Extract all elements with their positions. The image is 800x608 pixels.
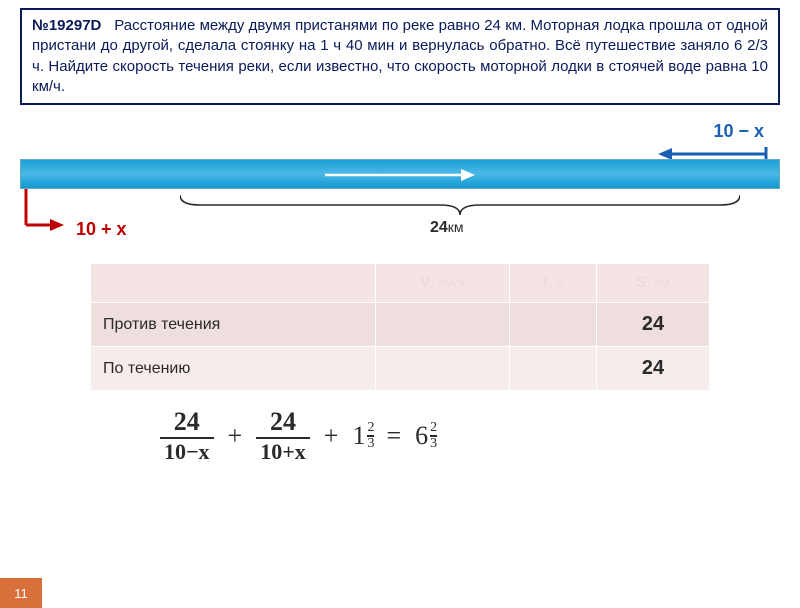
downstream-arrow-icon bbox=[20, 189, 64, 235]
page-number-tab: 11 bbox=[0, 578, 42, 608]
problem-statement: №19297D Расстояние между двумя пристаням… bbox=[20, 8, 780, 105]
mixed-number-1: 1 2 3 bbox=[352, 421, 374, 451]
table-header-s: S, км bbox=[597, 264, 710, 303]
row-label-downstream: По течению bbox=[91, 347, 376, 391]
river-bar bbox=[20, 159, 780, 189]
downstream-speed-label: 10 + x bbox=[76, 219, 127, 240]
flow-arrow-icon bbox=[325, 167, 475, 183]
fraction-2: 24 10+x bbox=[256, 409, 310, 463]
problem-text: Расстояние между двумя пристанями по рек… bbox=[32, 17, 768, 95]
row-label-upstream: Против течения bbox=[91, 303, 376, 347]
equation: 24 10−x + 24 10+x + 1 2 3 = 6 2 3 bbox=[160, 409, 800, 463]
upstream-speed-label: 10 − x bbox=[713, 121, 764, 142]
speed-time-distance-table: V, км/ч t, ч S, км Против течения 24 По … bbox=[90, 263, 710, 391]
mixed-number-2: 6 2 3 bbox=[415, 421, 437, 451]
table-header-t: t, ч bbox=[510, 264, 597, 303]
table-header-blank bbox=[91, 264, 376, 303]
fraction-1: 24 10−x bbox=[160, 409, 214, 463]
river-diagram: 10 − x 10 + x 24км bbox=[20, 135, 780, 245]
equals-sign: = bbox=[384, 421, 405, 451]
cell-s-downstream: 24 bbox=[597, 347, 710, 391]
table-header-v: V, км/ч bbox=[376, 264, 510, 303]
table-row: Против течения 24 bbox=[91, 303, 710, 347]
plus-sign: + bbox=[224, 421, 247, 451]
plus-sign: + bbox=[320, 421, 343, 451]
cell-s-upstream: 24 bbox=[597, 303, 710, 347]
distance-brace-icon bbox=[180, 193, 740, 217]
distance-label: 24км bbox=[430, 219, 464, 237]
problem-number: №19297D bbox=[32, 17, 101, 34]
table-row: По течению 24 bbox=[91, 347, 710, 391]
